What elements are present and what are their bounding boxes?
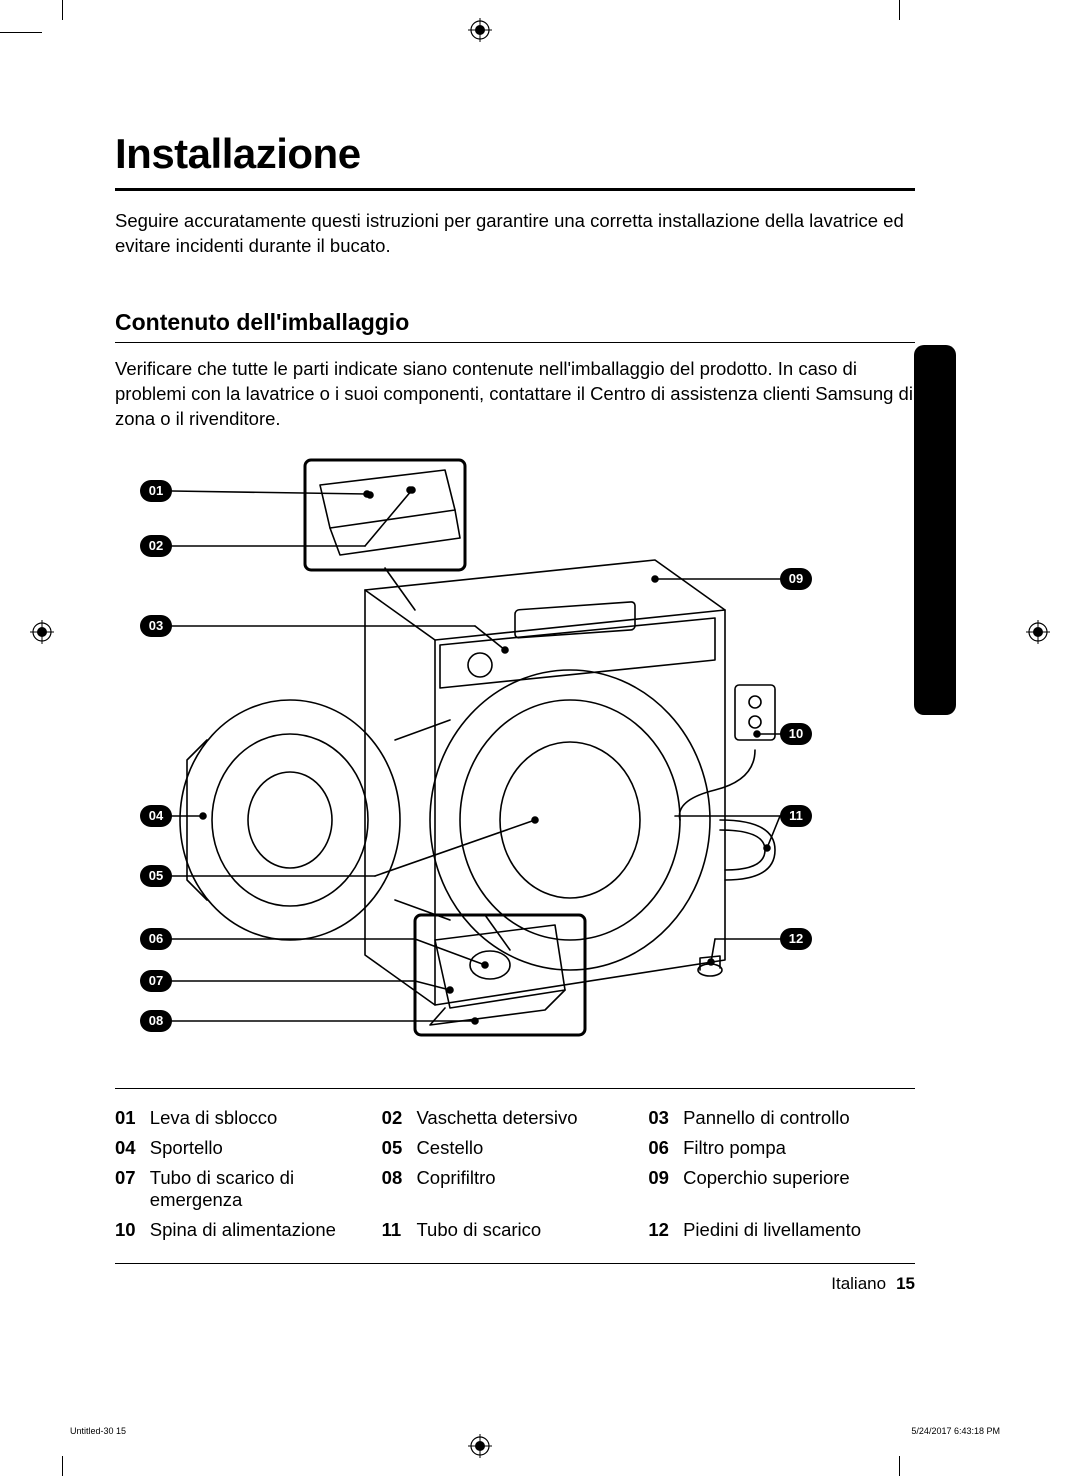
legend-label: Leva di sblocco: [150, 1103, 382, 1133]
section-paragraph: Verificare che tutte le parti indicate s…: [115, 357, 915, 432]
legend-num: 12: [648, 1215, 683, 1245]
section-title: Contenuto dell'imballaggio: [115, 309, 915, 343]
register-mark-icon: [1026, 620, 1050, 644]
table-row: 10Spina di alimentazione 11Tubo di scari…: [115, 1215, 915, 1245]
callout-04: 04: [140, 805, 172, 827]
footer-page-number: 15: [896, 1274, 915, 1294]
legend-num: 10: [115, 1215, 150, 1245]
callout-09: 09: [780, 568, 812, 590]
legend-num: 03: [648, 1103, 683, 1133]
legend-label: Coperchio superiore: [683, 1163, 915, 1215]
page-footer: Italiano 15: [115, 1264, 915, 1294]
legend-label: Vaschetta detersivo: [416, 1103, 648, 1133]
legend-num: 08: [382, 1163, 417, 1215]
divider: [115, 1088, 915, 1089]
callout-03: 03: [140, 615, 172, 637]
legend-num: 05: [382, 1133, 417, 1163]
print-footer-left: Untitled-30 15: [70, 1426, 126, 1436]
print-footer: Untitled-30 15 5/24/2017 6:43:18 PM: [70, 1426, 1000, 1436]
legend-num: 04: [115, 1133, 150, 1163]
callout-08: 08: [140, 1010, 172, 1032]
legend-label: Piedini di livellamento: [683, 1215, 915, 1245]
callout-07: 07: [140, 970, 172, 992]
legend-num: 11: [382, 1215, 417, 1245]
legend-label: Pannello di controllo: [683, 1103, 915, 1133]
legend-num: 09: [648, 1163, 683, 1215]
page: Installazione Installazione Seguire accu…: [0, 0, 1080, 1476]
callout-11: 11: [780, 805, 812, 827]
legend-num: 02: [382, 1103, 417, 1133]
legend-label: Tubo di scarico di emergenza: [150, 1163, 382, 1215]
legend-num: 06: [648, 1133, 683, 1163]
callout-06: 06: [140, 928, 172, 950]
callout-05: 05: [140, 865, 172, 887]
intro-paragraph: Seguire accuratamente questi istruzioni …: [115, 209, 915, 259]
crop-mark: [0, 32, 42, 33]
page-title: Installazione: [115, 130, 915, 191]
parts-legend: 01Leva di sblocco 02Vaschetta detersivo …: [115, 1103, 915, 1245]
washing-machine-illustration: [115, 450, 915, 1070]
callout-02: 02: [140, 535, 172, 557]
table-row: 01Leva di sblocco 02Vaschetta detersivo …: [115, 1103, 915, 1133]
callout-01: 01: [140, 480, 172, 502]
legend-num: 01: [115, 1103, 150, 1133]
print-footer-right: 5/24/2017 6:43:18 PM: [911, 1426, 1000, 1436]
footer-language: Italiano: [831, 1274, 886, 1294]
section-tab: [914, 345, 956, 715]
table-row: 07Tubo di scarico di emergenza 08Coprifi…: [115, 1163, 915, 1215]
legend-label: Coprifiltro: [416, 1163, 648, 1215]
callout-10: 10: [780, 723, 812, 745]
register-mark-icon: [468, 18, 492, 42]
legend-label: Tubo di scarico: [416, 1215, 648, 1245]
crop-mark: [899, 1456, 900, 1476]
crop-mark: [62, 0, 63, 20]
legend-label: Spina di alimentazione: [150, 1215, 382, 1245]
product-diagram: 01 02 03 04 05 06 07 08 09 10 11 12: [115, 450, 915, 1070]
register-mark-icon: [30, 620, 54, 644]
legend-label: Sportello: [150, 1133, 382, 1163]
crop-mark: [62, 1456, 63, 1476]
section-tab-label: Installazione: [931, 140, 948, 237]
legend-num: 07: [115, 1163, 150, 1215]
legend-label: Filtro pompa: [683, 1133, 915, 1163]
register-mark-icon: [468, 1434, 492, 1458]
callout-12: 12: [780, 928, 812, 950]
legend-label: Cestello: [416, 1133, 648, 1163]
table-row: 04Sportello 05Cestello 06Filtro pompa: [115, 1133, 915, 1163]
crop-mark: [899, 0, 900, 20]
content-area: Installazione Seguire accuratamente ques…: [115, 130, 915, 1294]
